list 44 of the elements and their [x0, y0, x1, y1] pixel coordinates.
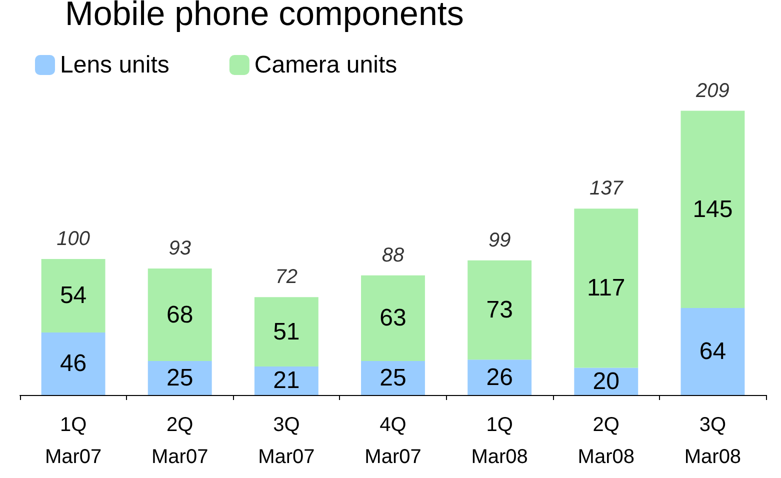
legend-label: Camera units	[254, 52, 398, 78]
bar	[361, 361, 425, 395]
bar	[254, 297, 318, 366]
data-label: 25	[166, 364, 194, 392]
data-label: 54	[60, 282, 87, 310]
chart-title: Mobile phone components	[65, 0, 464, 33]
data-label: 25	[380, 364, 406, 392]
x-tick-label: 2Q Mar07	[152, 414, 208, 468]
data-label: 63	[380, 304, 406, 332]
bar	[468, 260, 532, 360]
bar	[41, 259, 106, 332]
total-label: 209	[695, 80, 730, 102]
total-label: 137	[589, 178, 624, 200]
data-label: 64	[699, 338, 726, 365]
bar	[680, 110, 745, 308]
x-tick-label: 1Q Mar08	[471, 414, 528, 468]
data-label: 117	[587, 274, 626, 302]
total-label: 72	[275, 266, 298, 288]
legend-label: Lens units	[60, 52, 170, 78]
x-tick-label: 3Q Mar08	[684, 414, 742, 468]
data-label: 20	[592, 368, 620, 395]
bar	[361, 275, 425, 361]
data-label: 73	[486, 296, 513, 324]
x-tick-label: 1Q Mar07	[44, 414, 102, 468]
bar	[148, 361, 212, 395]
total-label: 88	[382, 244, 404, 266]
data-label: 46	[60, 350, 87, 378]
data-label: 145	[692, 196, 733, 223]
bar	[148, 268, 212, 361]
x-tick-label: 3Q Mar07	[258, 414, 315, 468]
bar	[41, 332, 106, 395]
data-label: 68	[166, 301, 194, 328]
total-label: 93	[168, 238, 191, 260]
bar	[680, 308, 745, 395]
data-label: 26	[486, 364, 513, 391]
bar	[574, 208, 638, 368]
bar	[254, 366, 318, 395]
bar	[468, 360, 532, 395]
total-label: 100	[56, 228, 90, 250]
data-label: 21	[273, 367, 300, 394]
x-tick-label: 2Q Mar08	[578, 414, 634, 468]
total-label: 99	[488, 229, 511, 252]
x-tick-label: 4Q Mar07	[364, 414, 422, 468]
data-label: 51	[273, 318, 300, 346]
